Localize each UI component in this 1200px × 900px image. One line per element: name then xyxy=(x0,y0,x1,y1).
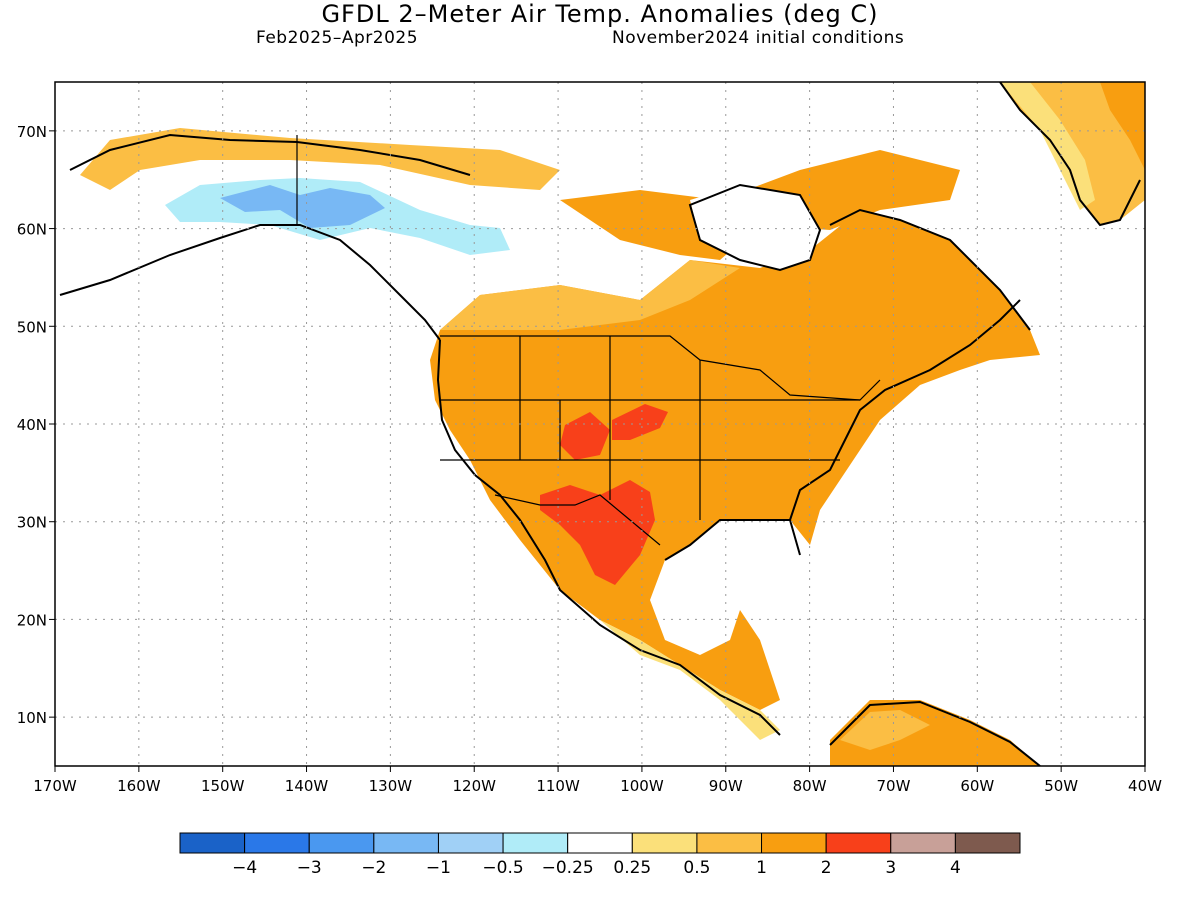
lon-tick-label: 140W xyxy=(285,777,329,795)
colorbar-swatch xyxy=(825,832,892,854)
lat-tick-label: 30N xyxy=(17,514,47,532)
colorbar-label: −4 xyxy=(232,858,257,878)
coast-gulf xyxy=(664,519,801,561)
colorbar-swatch xyxy=(244,832,310,854)
warm-region-south-america-edge xyxy=(840,710,930,750)
coast-labrador xyxy=(829,208,1031,331)
lat-tick-label: 40N xyxy=(17,416,47,434)
forecast-period: Feb2025–Apr2025 xyxy=(256,28,419,48)
lon-tick-label: 170W xyxy=(33,777,77,795)
lat-tick-label: 20N xyxy=(17,611,47,629)
anomaly-fields xyxy=(60,82,1145,766)
colorbar-label: −3 xyxy=(297,858,322,878)
lat-tick-label: 10N xyxy=(17,709,47,727)
coast-south-america xyxy=(829,700,1041,766)
colorbar-swatch xyxy=(437,832,504,854)
warm-region-central-america xyxy=(600,620,780,740)
initial-conditions-label: November2024 initial conditions xyxy=(612,28,905,48)
colorbar-swatch xyxy=(179,832,246,854)
coast-hudson-bay xyxy=(688,183,822,272)
political-borders xyxy=(296,135,881,546)
lat-tick-label: 50N xyxy=(17,318,47,336)
colorbar-swatch xyxy=(567,832,633,854)
coast-alaska xyxy=(59,224,441,341)
colorbar-label: 3 xyxy=(885,858,896,878)
warm-region-alaska-coast xyxy=(80,128,560,190)
colorbar-label: 2 xyxy=(821,858,832,878)
coast-us-east xyxy=(789,299,1021,521)
graticule xyxy=(55,82,1145,766)
lon-tick-label: 110W xyxy=(536,777,580,795)
colorbar-label: −0.25 xyxy=(542,858,594,878)
lon-tick-label: 80W xyxy=(793,777,827,795)
longitude-labels: 170W 160W 150W 140W 130W 120W 110W 100W 90W 80W 70… xyxy=(33,766,1162,795)
colorbar-swatch xyxy=(696,832,763,854)
warm-region-greenland-core xyxy=(1100,82,1145,170)
colorbar-swatch xyxy=(631,832,698,854)
colorbar-swatch xyxy=(954,832,1021,854)
border-states-1 xyxy=(440,336,860,520)
colorbar-label: 0.25 xyxy=(613,858,651,878)
coast-greenland xyxy=(999,82,1141,227)
lon-tick-label: 100W xyxy=(620,777,664,795)
coast-alaska-north xyxy=(69,133,471,176)
hot-spot-texas-mexico xyxy=(540,480,655,585)
colorbar-label: −1 xyxy=(426,858,451,878)
lon-tick-label: 150W xyxy=(201,777,245,795)
warm-region-canada-transition xyxy=(440,260,740,330)
colorbar-label: 0.5 xyxy=(683,858,710,878)
coast-us-west xyxy=(436,339,781,736)
colorbar-swatch xyxy=(890,832,956,854)
lon-tick-label: 60W xyxy=(960,777,994,795)
neutral-region-greenland-edge xyxy=(1000,82,1095,210)
lon-tick-label: 70W xyxy=(877,777,911,795)
colorbar-label: −0.5 xyxy=(482,858,523,878)
latitude-labels: 70N 60N 50N 40N 30N 20N 10N xyxy=(17,123,55,727)
hot-spot-kansas xyxy=(612,404,668,440)
lon-tick-label: 130W xyxy=(369,777,413,795)
hot-spot-colorado xyxy=(560,412,610,460)
colorbar-label: 1 xyxy=(756,858,767,878)
lat-tick-label: 60N xyxy=(17,221,47,239)
colorbar-swatch xyxy=(761,832,827,854)
colorbar-swatch xyxy=(373,832,439,854)
colorbar-swatch xyxy=(502,832,569,854)
lon-tick-label: 160W xyxy=(117,777,161,795)
colorbar: −4 −3 −2 −1 −0.5 −0.25 0.25 0.5 1 2 3 4 xyxy=(179,832,1021,878)
lon-tick-label: 120W xyxy=(452,777,496,795)
colorbar-label: −2 xyxy=(361,858,386,878)
cool-region-alaska-core xyxy=(220,185,385,228)
lat-tick-label: 70N xyxy=(17,123,47,141)
map-title: GFDL 2–Meter Air Temp. Anomalies (deg C) xyxy=(321,0,879,28)
lon-tick-label: 50W xyxy=(1044,777,1078,795)
neutral-region-hudson-bay xyxy=(690,185,820,270)
border-us-mexico xyxy=(494,494,661,546)
colorbar-label: 4 xyxy=(950,858,961,878)
colorbar-swatch xyxy=(308,832,375,854)
lon-tick-label: 40W xyxy=(1128,777,1162,795)
lon-tick-label: 90W xyxy=(709,777,743,795)
coastlines xyxy=(59,82,1141,766)
